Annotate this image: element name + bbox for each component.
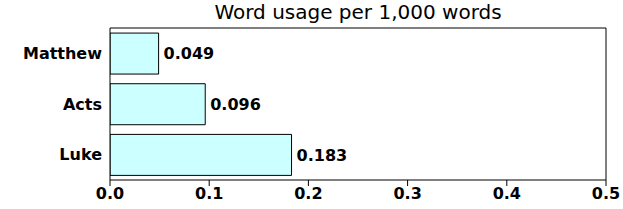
- svg-text:0.0: 0.0: [96, 184, 124, 203]
- svg-text:0.5: 0.5: [592, 184, 615, 203]
- svg-text:0.4: 0.4: [493, 184, 521, 203]
- svg-text:0.2: 0.2: [294, 184, 322, 203]
- svg-text:0.1: 0.1: [195, 184, 223, 203]
- svg-text:0.3: 0.3: [393, 184, 421, 203]
- html-text:Word usage per 1,000 words: Word usage per 1,000 words: [214, 0, 502, 24]
- svg-text:Luke: Luke: [59, 145, 102, 164]
- svg-text:0.096: 0.096: [210, 95, 261, 114]
- svg-text:0.183: 0.183: [297, 146, 348, 165]
- svg-text:Acts: Acts: [63, 95, 102, 114]
- svg-text:Matthew: Matthew: [23, 44, 102, 63]
- svg-text:0.049: 0.049: [164, 44, 215, 63]
